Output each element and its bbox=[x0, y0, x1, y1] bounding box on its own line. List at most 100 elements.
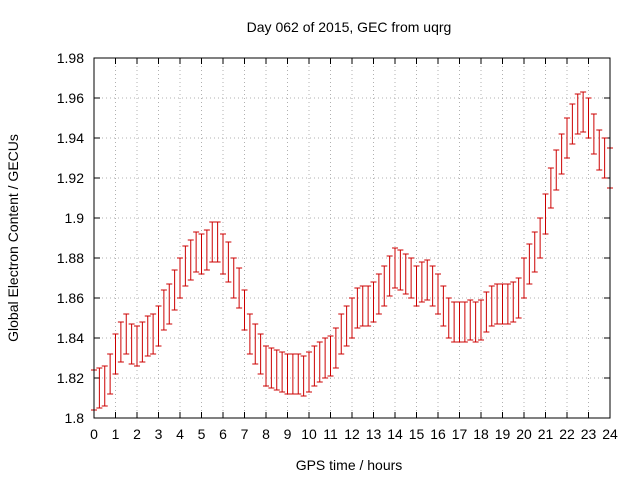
data-point bbox=[445, 297, 452, 339]
x-tick-label: 10 bbox=[301, 426, 317, 442]
data-point bbox=[354, 287, 361, 329]
data-point bbox=[494, 283, 501, 325]
x-tick-label: 14 bbox=[387, 426, 403, 442]
data-point bbox=[214, 221, 221, 263]
x-axis-label: GPS time / hours bbox=[296, 457, 403, 473]
data-point bbox=[553, 149, 560, 191]
x-tick-label: 1 bbox=[112, 426, 120, 442]
y-tick-label: 1.92 bbox=[57, 170, 84, 186]
data-point bbox=[155, 305, 162, 347]
data-point bbox=[424, 259, 431, 301]
data-point bbox=[306, 351, 312, 393]
data-point bbox=[558, 133, 565, 175]
data-point bbox=[483, 291, 490, 333]
y-tick-labels: 1.8 1.82 1.84 1.86 1.88 1.9 1.92 1.94 1.96 1.98 bbox=[57, 50, 84, 426]
data-point bbox=[220, 233, 226, 275]
data-point bbox=[349, 297, 355, 339]
chart-title: Day 062 of 2015, GEC from uqrg bbox=[247, 19, 452, 35]
data-point bbox=[257, 333, 264, 375]
data-point bbox=[601, 137, 608, 179]
y-tick-label: 1.82 bbox=[57, 370, 84, 386]
data-point bbox=[429, 265, 436, 307]
data-point bbox=[338, 313, 345, 355]
grid bbox=[94, 58, 610, 418]
data-point bbox=[311, 345, 318, 387]
y-tick-label: 1.94 bbox=[57, 130, 84, 146]
data-point bbox=[198, 233, 205, 275]
data-point bbox=[402, 253, 409, 295]
data-point bbox=[203, 229, 210, 271]
data-point bbox=[574, 93, 581, 135]
data-point bbox=[322, 337, 329, 379]
x-tick-label: 12 bbox=[344, 426, 360, 442]
data-point bbox=[435, 273, 441, 315]
data-point bbox=[569, 103, 576, 145]
data-point bbox=[230, 257, 237, 299]
y-tick-label: 1.86 bbox=[57, 290, 84, 306]
data-point bbox=[225, 241, 232, 283]
data-point bbox=[123, 313, 130, 355]
data-point bbox=[284, 353, 291, 395]
x-tick-label: 18 bbox=[473, 426, 489, 442]
data-point bbox=[370, 281, 377, 323]
data-point bbox=[580, 91, 587, 133]
data-point bbox=[139, 321, 146, 363]
data-point bbox=[590, 113, 597, 155]
y-tick-label: 1.8 bbox=[65, 410, 85, 426]
data-point bbox=[381, 265, 388, 307]
data-point bbox=[273, 349, 280, 391]
data-point bbox=[440, 285, 447, 327]
x-tick-label: 21 bbox=[538, 426, 554, 442]
data-point bbox=[96, 367, 103, 409]
data-point bbox=[375, 273, 382, 315]
data-point bbox=[397, 249, 404, 291]
y-tick-label: 1.88 bbox=[57, 250, 84, 266]
data-point bbox=[413, 265, 420, 307]
data-point bbox=[263, 345, 269, 387]
x-tick-label: 11 bbox=[323, 426, 338, 442]
data-point bbox=[166, 283, 173, 325]
data-point bbox=[499, 283, 506, 325]
data-point bbox=[252, 323, 259, 365]
data-point bbox=[564, 117, 570, 159]
data-point bbox=[144, 315, 151, 357]
data-point bbox=[101, 365, 108, 407]
data-point bbox=[107, 353, 114, 395]
data-point bbox=[187, 239, 194, 281]
x-tick-label: 23 bbox=[581, 426, 597, 442]
data-point bbox=[542, 193, 549, 235]
data-point bbox=[467, 299, 474, 341]
data-point bbox=[295, 353, 302, 395]
data-point bbox=[279, 351, 286, 393]
data-point bbox=[343, 305, 350, 347]
x-tick-label: 24 bbox=[602, 426, 618, 442]
data-point bbox=[547, 167, 554, 209]
plot-frame bbox=[93, 57, 611, 419]
y-tick-label: 1.96 bbox=[57, 90, 84, 106]
data-point bbox=[112, 333, 119, 375]
data-point bbox=[300, 355, 307, 397]
data-point bbox=[117, 321, 124, 363]
data-point bbox=[418, 261, 425, 303]
x-tick-label: 8 bbox=[262, 426, 270, 442]
data-point bbox=[521, 257, 527, 299]
data-point bbox=[316, 341, 323, 383]
x-tick-labels: 0 1 2 3 4 5 6 7 8 9 10 11 12 13 14 15 16 17 18 19 20 21 22 23 24 bbox=[90, 426, 618, 442]
y-tick-label: 1.9 bbox=[65, 210, 85, 226]
data-point bbox=[526, 243, 533, 285]
data-point bbox=[289, 353, 296, 395]
data-point bbox=[359, 285, 366, 327]
y-axis-label: Global Electron Content / GECUs bbox=[5, 134, 21, 342]
x-tick-label: 22 bbox=[559, 426, 575, 442]
data-point bbox=[209, 221, 216, 263]
data-point bbox=[537, 217, 544, 259]
data-point bbox=[241, 289, 248, 331]
x-tick-label: 20 bbox=[516, 426, 532, 442]
y-tick-label: 1.98 bbox=[57, 50, 84, 66]
data-point bbox=[472, 301, 479, 343]
data-point bbox=[531, 231, 538, 273]
data-point bbox=[177, 257, 183, 299]
data-point bbox=[451, 301, 458, 343]
